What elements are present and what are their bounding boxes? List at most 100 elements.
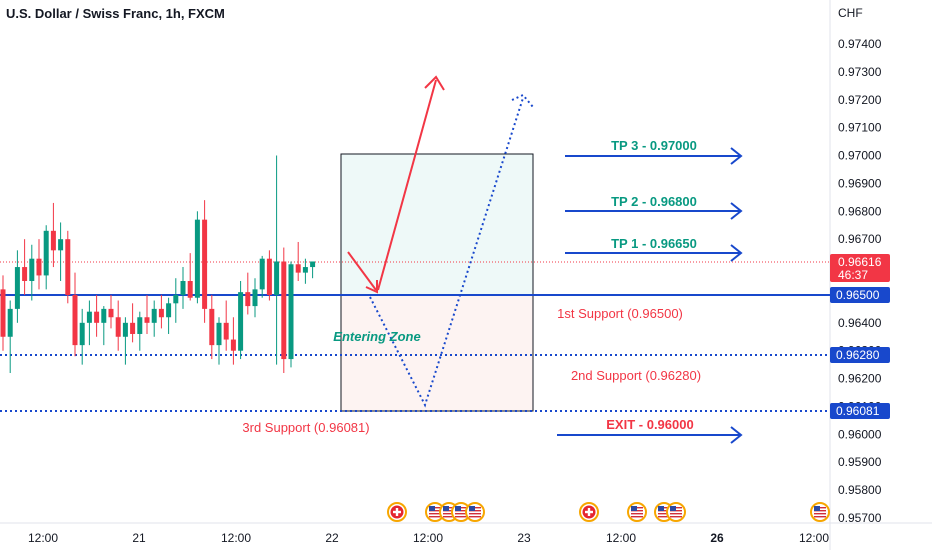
- tp1-label: TP 1 - 0.96650: [611, 236, 697, 251]
- candle[interactable]: [14, 250, 20, 323]
- economic-events-row[interactable]: [387, 502, 830, 522]
- candle-body: [14, 267, 20, 309]
- candle-body: [281, 261, 287, 360]
- candle[interactable]: [115, 300, 121, 351]
- candle-body: [43, 230, 49, 276]
- candle[interactable]: [72, 272, 78, 357]
- candle[interactable]: [50, 202, 56, 268]
- stop-zone-box[interactable]: [340, 294, 534, 412]
- us-flag-icon[interactable]: [627, 502, 647, 522]
- svg-text:0.96500: 0.96500: [836, 288, 880, 302]
- candle-body: [266, 258, 272, 295]
- candle[interactable]: [295, 241, 301, 281]
- candle[interactable]: [29, 244, 35, 301]
- exit-arrow[interactable]: [557, 426, 743, 444]
- candle-body: [50, 230, 56, 251]
- price-tick-label: 0.95700: [838, 511, 882, 525]
- support3-label: 3rd Support (0.96081): [242, 420, 369, 435]
- candle[interactable]: [230, 317, 236, 365]
- candle[interactable]: [158, 294, 164, 329]
- candle[interactable]: [259, 255, 265, 298]
- swiss-flag-icon[interactable]: [579, 502, 599, 522]
- price-tick-label: 0.97400: [838, 37, 882, 51]
- swiss-flag-icon[interactable]: [387, 502, 407, 522]
- time-axis[interactable]: 12:00 21 12:00 22 12:00 23 12:00 26 12:00: [28, 531, 829, 545]
- candle[interactable]: [281, 247, 287, 374]
- chart-title: U.S. Dollar / Swiss Franc, 1h, FXCM: [6, 6, 225, 21]
- svg-text:46:37: 46:37: [838, 268, 868, 282]
- candle-body: [310, 261, 316, 268]
- tp1-arrow[interactable]: [565, 244, 743, 262]
- candle-body: [158, 308, 164, 318]
- support2-label: 2nd Support (0.96280): [571, 368, 701, 383]
- candle[interactable]: [245, 272, 251, 315]
- tp3-label: TP 3 - 0.97000: [611, 138, 697, 153]
- candle-body: [7, 308, 13, 337]
- candle-body: [209, 308, 215, 346]
- candle[interactable]: [130, 303, 136, 343]
- svg-text:0.96280: 0.96280: [836, 348, 880, 362]
- candle[interactable]: [252, 278, 258, 318]
- candle-body: [230, 339, 236, 351]
- entry-arrow-line[interactable]: [347, 251, 377, 291]
- candle[interactable]: [58, 222, 64, 281]
- time-tick-label: 12:00: [221, 531, 251, 545]
- candle[interactable]: [266, 250, 272, 301]
- candle[interactable]: [180, 267, 186, 309]
- projection-path[interactable]: [369, 97, 524, 408]
- candle[interactable]: [94, 294, 100, 337]
- us-flag-icon[interactable]: [451, 502, 471, 522]
- candle[interactable]: [194, 211, 200, 304]
- candle[interactable]: [0, 275, 6, 351]
- price-tick-label: 0.96200: [838, 372, 882, 386]
- candle[interactable]: [144, 294, 150, 334]
- candle[interactable]: [22, 239, 28, 295]
- target-zone-box[interactable]: [340, 153, 534, 296]
- candle[interactable]: [108, 294, 114, 329]
- candle[interactable]: [209, 294, 215, 360]
- bullish-arrow-line[interactable]: [377, 79, 437, 291]
- candle[interactable]: [101, 306, 107, 346]
- price-tick-label: 0.96900: [838, 176, 882, 190]
- candle[interactable]: [122, 317, 128, 365]
- candle[interactable]: [79, 308, 85, 365]
- candle-body: [108, 308, 114, 318]
- candle-body: [115, 317, 121, 337]
- price-tick-label: 0.97300: [838, 65, 882, 79]
- candle-body: [79, 322, 85, 346]
- bullish-arrow-head: [424, 75, 445, 91]
- candle[interactable]: [173, 278, 179, 323]
- candle[interactable]: [223, 300, 229, 351]
- candle[interactable]: [238, 281, 244, 360]
- candle-body: [29, 258, 35, 281]
- candle-body: [130, 322, 136, 334]
- candle[interactable]: [7, 300, 13, 374]
- us-flag-icon[interactable]: [425, 502, 445, 522]
- currency-label: CHF: [838, 6, 863, 20]
- candle[interactable]: [216, 317, 222, 365]
- candle-body: [94, 311, 100, 323]
- candle[interactable]: [310, 261, 316, 279]
- candle[interactable]: [302, 258, 308, 284]
- candle[interactable]: [202, 200, 208, 323]
- candle-body: [58, 239, 64, 251]
- candle[interactable]: [288, 261, 294, 368]
- candle[interactable]: [187, 253, 193, 301]
- price-tick-label: 0.97100: [838, 121, 882, 135]
- candle[interactable]: [151, 300, 157, 337]
- candle[interactable]: [86, 300, 92, 346]
- candlestick-series[interactable]: [0, 155, 316, 374]
- candle[interactable]: [166, 297, 172, 334]
- candle[interactable]: [274, 155, 280, 365]
- candle-body: [245, 292, 251, 307]
- candle[interactable]: [65, 230, 71, 304]
- candle[interactable]: [137, 311, 143, 351]
- tp2-arrow[interactable]: [565, 202, 743, 220]
- candle[interactable]: [36, 239, 42, 290]
- us-flag-icon[interactable]: [666, 502, 686, 522]
- us-flag-icon[interactable]: [465, 502, 485, 522]
- candle[interactable]: [43, 225, 49, 290]
- tp3-arrow[interactable]: [565, 147, 743, 165]
- us-flag-icon[interactable]: [810, 502, 830, 522]
